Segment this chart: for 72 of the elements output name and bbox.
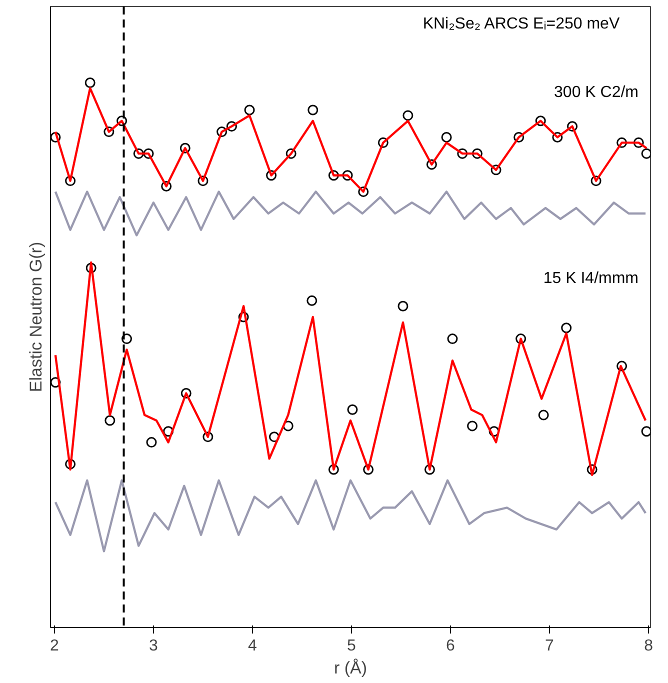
point [342,170,353,181]
point [586,464,598,475]
point [116,116,128,126]
point [50,377,61,388]
point [447,334,458,344]
point [146,437,157,448]
x-tick-label: 7 [545,638,554,654]
x-tick-label: 8 [644,638,654,654]
point [441,132,452,142]
point [402,110,414,121]
point [180,142,190,154]
point [633,137,644,148]
point [133,148,144,159]
point [163,426,174,437]
point [535,116,546,126]
point [514,132,524,142]
point [50,132,61,142]
point [467,420,478,432]
point [84,78,96,88]
point [306,295,318,306]
point [286,148,296,159]
point [552,132,563,142]
point [641,148,650,159]
point [424,464,435,475]
point [347,404,358,415]
point [143,148,154,159]
point [398,300,408,312]
point [538,410,549,420]
point [457,148,468,159]
point [65,458,76,470]
point [616,360,628,372]
x-tick-label: 6 [446,638,456,654]
point [363,464,374,475]
point [86,262,96,274]
point [426,159,437,170]
point [616,137,628,148]
annotation: 15 K I4/mmm [543,270,639,287]
point [244,104,255,116]
x-tick-label: 5 [347,638,356,654]
point [282,420,294,432]
point [490,164,502,176]
annotation: 300 K C2/m [554,84,638,101]
point [180,388,192,399]
chart-title: KNi₂Se₂ ARCS Eᵢ=250 meV [422,16,620,32]
point [328,464,339,475]
point [308,104,318,116]
y-axis-title: Elastic Neutron G(r) [26,242,46,392]
point [561,322,572,334]
point [216,126,228,138]
point [590,176,602,186]
x-tick-label: 3 [149,638,158,654]
point [65,176,76,186]
x-tick-label: 2 [50,638,60,654]
point [516,334,526,344]
point [567,121,578,132]
x-tick-label: 4 [248,638,258,654]
point [378,137,388,148]
point [641,426,650,437]
point [121,334,132,344]
point [358,186,369,197]
point [488,426,500,437]
point [238,312,249,322]
point [226,121,237,132]
point [104,126,114,138]
x-axis-title: r (Å) [334,658,368,678]
point [266,170,277,181]
point [328,170,339,181]
point [104,415,116,426]
point [472,148,482,159]
point [161,181,172,192]
point [202,432,214,442]
point [198,176,208,186]
